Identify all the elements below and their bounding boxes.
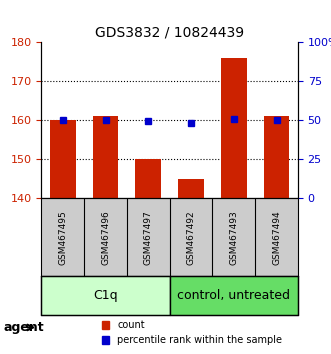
Text: GSM467495: GSM467495 <box>58 210 67 265</box>
Title: GDS3832 / 10824439: GDS3832 / 10824439 <box>95 26 244 40</box>
Text: GSM467494: GSM467494 <box>272 210 281 264</box>
Bar <box>221 58 247 198</box>
Bar <box>178 179 204 198</box>
FancyBboxPatch shape <box>41 276 169 315</box>
Text: GSM467493: GSM467493 <box>229 210 238 265</box>
Text: GSM467496: GSM467496 <box>101 210 110 265</box>
Text: GSM467497: GSM467497 <box>144 210 153 265</box>
Bar <box>93 116 118 198</box>
Text: agent: agent <box>3 321 44 334</box>
Legend: count, percentile rank within the sample: count, percentile rank within the sample <box>98 316 286 349</box>
FancyBboxPatch shape <box>169 276 298 315</box>
Text: C1q: C1q <box>93 289 118 302</box>
Bar <box>264 116 289 198</box>
Bar <box>135 159 161 198</box>
Text: GSM467492: GSM467492 <box>186 210 196 264</box>
Text: control, untreated: control, untreated <box>177 289 290 302</box>
Bar <box>50 120 75 198</box>
